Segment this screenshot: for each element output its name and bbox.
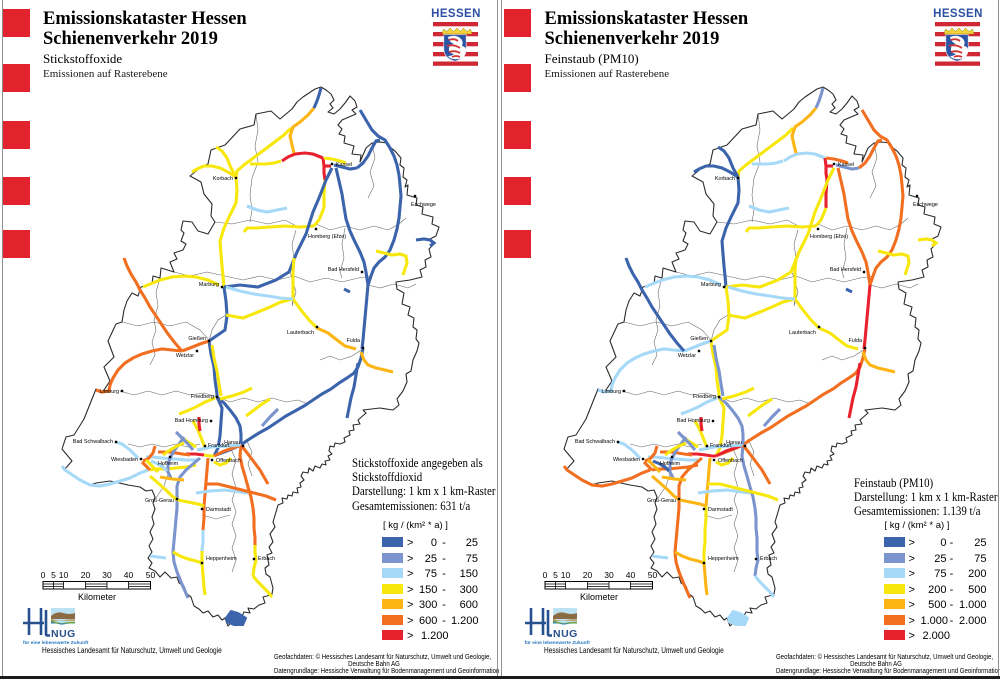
svg-text:Erbach: Erbach	[760, 556, 777, 562]
svg-text:0: 0	[542, 570, 547, 580]
svg-text:NUG: NUG	[553, 628, 578, 640]
svg-text:30: 30	[604, 570, 614, 580]
svg-text:Limburg: Limburg	[601, 389, 620, 395]
svg-text:20: 20	[582, 570, 592, 580]
svg-text:Marburg: Marburg	[199, 282, 219, 288]
svg-text:50: 50	[647, 570, 657, 580]
svg-text:Gießen: Gießen	[690, 336, 708, 342]
svg-text:Limburg: Limburg	[100, 389, 119, 395]
svg-text:Kassel: Kassel	[336, 162, 352, 168]
svg-text:Offenbach: Offenbach	[216, 458, 241, 464]
svg-text:Wetzlar: Wetzlar	[176, 353, 194, 359]
svg-text:Bad Homburg: Bad Homburg	[175, 418, 208, 424]
svg-text:5: 5	[51, 570, 56, 580]
svg-text:Heppenheim: Heppenheim	[708, 556, 739, 562]
svg-text:Wiesbaden: Wiesbaden	[613, 457, 640, 463]
svg-text:Homberg (Efze): Homberg (Efze)	[308, 234, 346, 240]
svg-text:Hanau: Hanau	[224, 440, 240, 446]
svg-text:Eschwege: Eschwege	[411, 202, 436, 208]
svg-text:Bad Schwalbach: Bad Schwalbach	[73, 439, 113, 445]
svg-text:Kassel: Kassel	[838, 162, 854, 168]
svg-text:Offenbach: Offenbach	[718, 458, 743, 464]
svg-text:Heppenheim: Heppenheim	[206, 556, 237, 562]
svg-text:Eschwege: Eschwege	[913, 202, 938, 208]
svg-text:Fulda: Fulda	[848, 338, 862, 344]
svg-text:Hofheim: Hofheim	[158, 461, 179, 467]
svg-text:Friedberg: Friedberg	[692, 394, 715, 400]
svg-text:Erbach: Erbach	[258, 556, 275, 562]
svg-text:Hanau: Hanau	[726, 440, 742, 446]
svg-text:Wetzlar: Wetzlar	[677, 353, 695, 359]
svg-text:Groß-Gerau: Groß-Gerau	[145, 498, 174, 504]
svg-text:50: 50	[146, 570, 156, 580]
svg-text:Fulda: Fulda	[347, 338, 361, 344]
svg-text:10: 10	[59, 570, 69, 580]
svg-text:20: 20	[81, 570, 91, 580]
svg-text:Lauterbach: Lauterbach	[789, 330, 816, 336]
svg-text:Lauterbach: Lauterbach	[287, 330, 314, 336]
svg-text:Korbach: Korbach	[714, 176, 734, 182]
svg-text:40: 40	[124, 570, 134, 580]
svg-text:Frankfurt: Frankfurt	[208, 443, 230, 449]
svg-text:Kilometer: Kilometer	[78, 592, 116, 602]
svg-text:Korbach: Korbach	[213, 176, 233, 182]
svg-text:NUG: NUG	[51, 628, 76, 640]
svg-text:Marburg: Marburg	[700, 282, 720, 288]
svg-text:Homberg (Efze): Homberg (Efze)	[810, 234, 848, 240]
svg-text:Kilometer: Kilometer	[579, 592, 617, 602]
svg-text:Frankfurt: Frankfurt	[710, 443, 732, 449]
svg-text:Bad Schwalbach: Bad Schwalbach	[574, 439, 614, 445]
svg-text:Bad Homburg: Bad Homburg	[676, 418, 709, 424]
svg-text:Gießen: Gießen	[188, 336, 206, 342]
svg-text:10: 10	[560, 570, 570, 580]
svg-text:Darmstadt: Darmstadt	[708, 507, 733, 513]
svg-text:Bad Hersfeld: Bad Hersfeld	[328, 267, 359, 273]
svg-text:Darmstadt: Darmstadt	[206, 507, 231, 513]
svg-text:30: 30	[102, 570, 112, 580]
svg-text:Bad Hersfeld: Bad Hersfeld	[829, 267, 860, 273]
svg-text:HESSEN: HESSEN	[933, 8, 983, 20]
svg-text:Hofheim: Hofheim	[660, 461, 681, 467]
svg-text:Wiesbaden: Wiesbaden	[111, 457, 138, 463]
svg-text:40: 40	[625, 570, 635, 580]
svg-text:5: 5	[553, 570, 558, 580]
svg-text:Groß-Gerau: Groß-Gerau	[646, 498, 675, 504]
svg-text:0: 0	[41, 570, 46, 580]
svg-text:Friedberg: Friedberg	[191, 394, 214, 400]
svg-text:HESSEN: HESSEN	[431, 8, 481, 20]
